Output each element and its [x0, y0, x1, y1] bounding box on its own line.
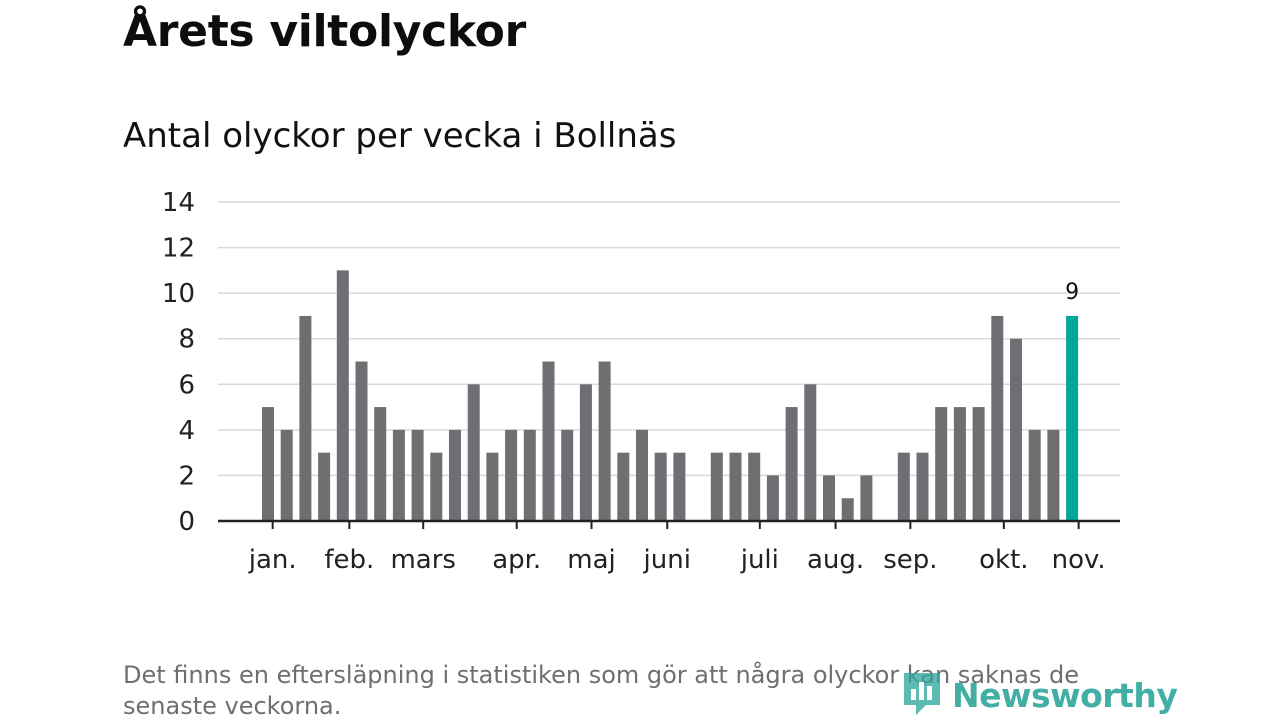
- bar: [710, 452, 723, 521]
- x-tick-label: sep.: [883, 545, 937, 575]
- bar: [449, 429, 461, 521]
- bar: [785, 407, 798, 521]
- bar: [636, 429, 648, 521]
- highlight-value-label: 9: [1065, 280, 1079, 305]
- bars: [262, 270, 1079, 521]
- bar-chart: 0 2 4 6 8 10 12 14 jan. feb. mars apr. maj juni juli a…: [162, 188, 1120, 575]
- bar: [1028, 429, 1041, 521]
- bar: [804, 384, 817, 521]
- bar: [748, 452, 761, 521]
- newsworthy-logo-icon: [900, 669, 944, 721]
- bar: [1010, 338, 1022, 521]
- x-tick-label: mars: [390, 545, 456, 575]
- bar: [617, 452, 630, 521]
- bar: [841, 498, 854, 521]
- bar: [542, 361, 555, 521]
- bar: [430, 452, 443, 521]
- x-tick-label: jan.: [248, 545, 297, 575]
- y-axis-ticks: 0 2 4 6 8 10 12 14: [162, 188, 195, 537]
- y-tick-label: 0: [178, 507, 195, 537]
- bar: [505, 429, 518, 521]
- y-tick-label: 2: [178, 461, 195, 491]
- bar: [991, 315, 1004, 521]
- bar: [392, 429, 405, 521]
- bar: [935, 407, 948, 521]
- x-tick-label: okt.: [979, 545, 1028, 575]
- bar: [598, 361, 611, 521]
- bar: [299, 315, 312, 521]
- x-tick-label: feb.: [324, 545, 374, 575]
- y-tick-label: 14: [162, 188, 195, 218]
- bar: [561, 429, 574, 521]
- bar: [729, 452, 742, 521]
- bar: [823, 475, 835, 521]
- bar: [579, 384, 592, 521]
- chart-title: Årets viltolyckor: [123, 6, 526, 57]
- gridlines: [218, 201, 1120, 477]
- bar: [1047, 429, 1060, 521]
- x-tick-label: apr.: [492, 545, 541, 575]
- x-tick-label: maj: [567, 545, 615, 575]
- y-tick-label: 8: [178, 325, 195, 355]
- bar: [523, 429, 536, 521]
- bar: [355, 361, 368, 521]
- data-labels: 9: [1065, 280, 1079, 305]
- bar: [860, 475, 873, 521]
- bar: [318, 452, 331, 521]
- x-tick-label: nov.: [1052, 545, 1106, 575]
- bar: [336, 270, 349, 521]
- x-tick-label: aug.: [807, 545, 864, 575]
- x-axis: jan. feb. mars apr. maj juni juli aug. sep. okt. n…: [218, 519, 1120, 575]
- bar: [673, 452, 686, 521]
- bar: [766, 475, 779, 521]
- bar: [262, 407, 274, 521]
- bar: [486, 452, 499, 521]
- brand-name: Newsworthy: [952, 675, 1178, 715]
- y-tick-label: 10: [162, 279, 195, 309]
- bar: [953, 407, 966, 521]
- bar: [897, 452, 910, 521]
- y-tick-label: 6: [178, 370, 195, 400]
- bar: [654, 452, 667, 521]
- bar: [280, 429, 293, 521]
- x-tick-label: juli: [740, 545, 779, 575]
- bar: [411, 429, 424, 521]
- bar: [916, 452, 929, 521]
- bar: [467, 384, 480, 521]
- brand[interactable]: Newsworthy: [900, 669, 1178, 721]
- chart-subtitle: Antal olyckor per vecka i Bollnäs: [123, 116, 677, 156]
- y-tick-label: 12: [162, 234, 195, 264]
- x-tick-label: juni: [643, 545, 691, 575]
- y-tick-label: 4: [178, 416, 195, 446]
- bar: [374, 407, 387, 521]
- bar-highlight: [1066, 315, 1079, 521]
- bar: [972, 407, 985, 521]
